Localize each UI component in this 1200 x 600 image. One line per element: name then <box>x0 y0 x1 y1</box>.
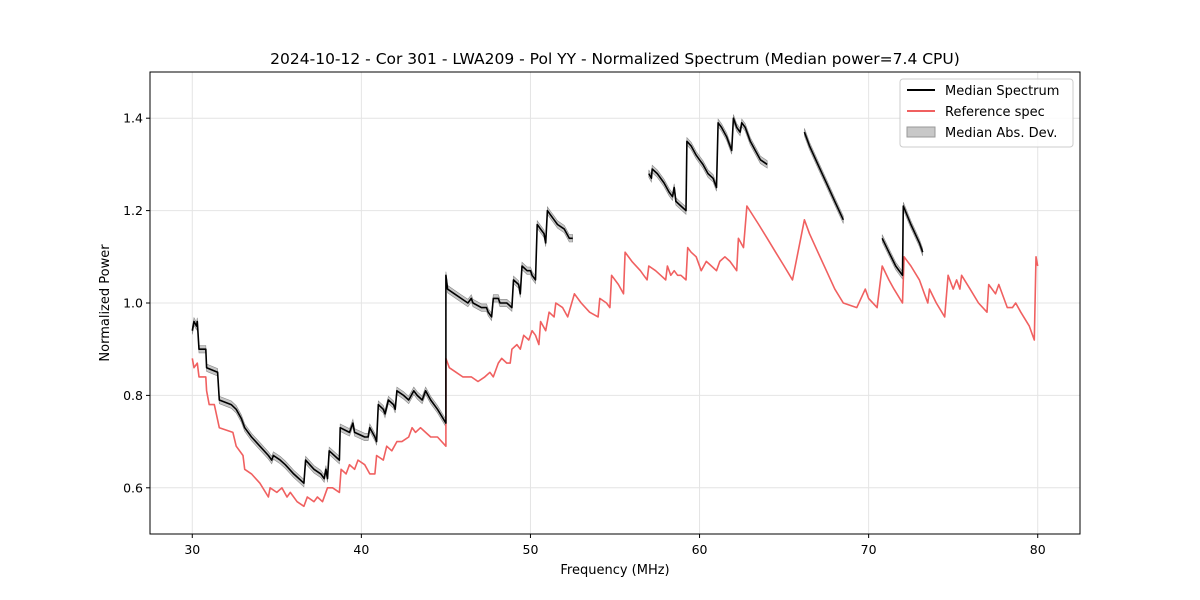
legend-reference-label: Reference spec <box>945 105 1045 120</box>
x-axis-ticks: 30 40 50 60 70 80 <box>184 534 1046 557</box>
x-tick-label: 70 <box>861 542 877 557</box>
legend-mad-swatch <box>906 126 936 138</box>
y-tick-label: 0.8 <box>123 388 143 403</box>
legend-median-label: Median Spectrum <box>945 84 1059 99</box>
reference-spec-line <box>191 205 1039 508</box>
legend: Median Spectrum Reference spec Median Ab… <box>899 78 1074 148</box>
median-spectrum-line <box>881 205 924 277</box>
y-tick-label: 1.4 <box>123 111 143 126</box>
reference-spec-series <box>191 205 1039 508</box>
y-tick-label: 0.6 <box>123 480 143 495</box>
x-tick-label: 60 <box>692 542 708 557</box>
x-tick-label: 40 <box>353 542 369 557</box>
chart-title: 2024-10-12 - Cor 301 - LWA209 - Pol YY -… <box>270 50 960 68</box>
y-tick-label: 1.2 <box>123 203 143 218</box>
x-axis-label: Frequency (MHz) <box>560 563 669 578</box>
x-tick-label: 50 <box>523 542 539 557</box>
legend-box <box>899 78 1074 148</box>
median-spectrum-series <box>191 117 924 485</box>
median-spectrum-line <box>648 117 768 212</box>
mad-band-segment <box>192 206 574 488</box>
x-tick-label: 80 <box>1030 542 1046 557</box>
y-axis-label: Normalized Power <box>98 244 113 362</box>
median-spectrum-line <box>803 131 845 221</box>
legend-mad-label: Median Abs. Dev. <box>945 126 1057 141</box>
x-tick-label: 30 <box>184 542 200 557</box>
y-tick-label: 1.0 <box>123 296 143 311</box>
y-axis-ticks: 0.6 0.8 1.0 1.2 1.4 <box>123 111 150 495</box>
median-spectrum-line <box>191 209 573 485</box>
mad-band-segment <box>648 114 768 215</box>
